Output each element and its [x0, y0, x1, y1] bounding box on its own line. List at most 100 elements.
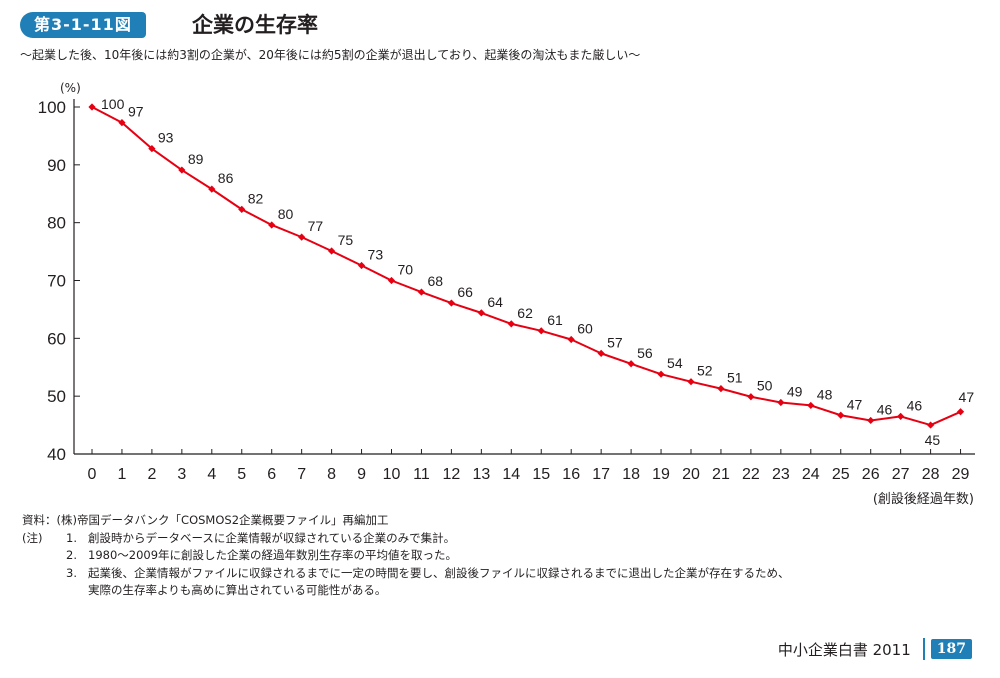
x-tick-label: 19	[652, 466, 670, 483]
data-label: 61	[547, 312, 563, 328]
data-point-marker	[477, 309, 485, 317]
book-title: 中小企業白書 2011	[777, 640, 911, 659]
data-point-marker	[956, 408, 965, 416]
data-point-marker	[927, 421, 935, 429]
x-tick-label: 22	[742, 466, 760, 483]
note-number: 2.	[66, 548, 77, 562]
data-label: 70	[398, 262, 414, 278]
data-point-marker	[747, 393, 755, 401]
data-label: 89	[188, 151, 204, 167]
data-label: 68	[427, 273, 443, 289]
data-point-marker	[837, 411, 845, 419]
data-label: 47	[847, 396, 863, 412]
note-row-2: 2. 1980～2009年に創設した企業の経過年数別生存率の平均値を取った。	[22, 547, 790, 565]
x-tick-label: 20	[682, 466, 700, 483]
y-tick-label: 70	[47, 272, 66, 291]
note-row-3: 3. 起業後、企業情報がファイルに収録されるまでに一定の時間を要し、創設後ファイ…	[22, 565, 790, 583]
data-point-marker	[208, 185, 216, 193]
data-label: 51	[727, 370, 743, 386]
data-label: 48	[817, 386, 833, 402]
data-point-marker	[897, 412, 905, 421]
data-point-marker	[328, 247, 336, 255]
x-tick-label: 21	[712, 466, 730, 483]
x-tick-label: 9	[357, 466, 366, 483]
data-point-marker	[867, 416, 875, 425]
y-tick-label: 90	[47, 156, 66, 175]
source-note: 資料： (株)帝国データバンク「COSMOS2企業概要ファイル」再編加工	[22, 512, 790, 530]
x-tick-label: 7	[297, 466, 306, 483]
y-tick-label: 80	[47, 214, 66, 233]
data-point-marker	[447, 299, 455, 307]
footer-divider	[922, 638, 925, 660]
data-label: 54	[667, 355, 683, 371]
x-tick-label: 8	[327, 466, 336, 483]
figure-title: 企業の生存率	[192, 13, 318, 37]
data-label: 100	[101, 96, 125, 112]
note-text: 1980～2009年に創設した企業の経過年数別生存率の平均値を取った。	[88, 548, 458, 562]
x-axis-title: (創設後経過年数)	[873, 491, 974, 507]
page-footer: 中小企業白書 2011 187	[778, 638, 972, 660]
data-point-marker	[627, 360, 635, 368]
x-tick-label: 24	[802, 466, 820, 483]
data-label: 82	[248, 190, 264, 206]
data-label: 97	[128, 104, 144, 120]
data-label: 60	[577, 320, 593, 336]
x-tick-label: 6	[267, 466, 276, 483]
note-text: 起業後、企業情報がファイルに収録されるまでに一定の時間を要し、創設後ファイルに収…	[88, 565, 790, 580]
data-point-marker	[268, 221, 276, 229]
data-label: 49	[787, 384, 803, 400]
figure-number-badge: 第3-1-11図	[20, 12, 146, 38]
x-tick-label: 28	[922, 466, 940, 483]
note-label: (注)	[22, 530, 43, 545]
x-tick-label: 4	[207, 466, 216, 483]
data-point-marker	[657, 370, 665, 378]
data-point-marker	[357, 261, 366, 270]
y-tick-label: 60	[47, 329, 66, 348]
note-row-4: 実際の生存率よりも高めに算出されている可能性がある。	[22, 582, 790, 600]
data-label: 80	[278, 206, 294, 222]
x-tick-label: 29	[952, 466, 970, 483]
data-point-marker	[777, 398, 785, 407]
x-tick-label: 18	[622, 466, 640, 483]
x-tick-label: 27	[892, 466, 910, 483]
data-label: 86	[218, 170, 234, 186]
x-tick-label: 25	[832, 466, 850, 483]
data-point-marker	[807, 401, 815, 410]
x-tick-label: 10	[383, 466, 401, 483]
y-tick-label: 50	[47, 387, 66, 406]
figure-subtitle: ～起業した後、10年後には約3割の企業が、20年後には約5割の企業が退出しており…	[20, 48, 641, 62]
data-point-marker	[88, 103, 96, 111]
data-point-marker	[417, 288, 426, 296]
data-label: 66	[457, 284, 473, 300]
data-point-marker	[537, 327, 545, 335]
data-point-marker	[118, 119, 126, 127]
x-tick-label: 3	[177, 466, 186, 483]
data-label: 46	[907, 397, 923, 413]
survival-rate-line	[91, 106, 961, 427]
page-number: 187	[930, 639, 972, 659]
data-label: 75	[338, 232, 354, 248]
note-number	[66, 582, 88, 600]
data-label: 57	[607, 334, 623, 350]
data-point-marker	[238, 205, 246, 213]
data-label: 64	[487, 294, 503, 310]
y-axis-unit-label: (%)	[60, 81, 81, 95]
notes-block: 資料： (株)帝国データバンク「COSMOS2企業概要ファイル」再編加工 (注)…	[22, 512, 790, 600]
data-point-marker	[178, 166, 186, 174]
x-tick-label: 0	[88, 466, 97, 483]
data-label: 73	[368, 246, 384, 262]
x-tick-label: 5	[237, 466, 246, 483]
data-label: 50	[757, 378, 773, 394]
x-tick-label: 15	[532, 466, 550, 483]
data-point-marker	[687, 378, 695, 386]
data-label: 46	[877, 401, 893, 417]
note-text: 創設時からデータベースに企業情報が収録されている企業のみで集計。	[88, 530, 456, 545]
x-tick-label: 2	[147, 466, 156, 483]
note-text: 実際の生存率よりも高めに算出されている可能性がある。	[88, 583, 387, 597]
y-tick-label: 100	[38, 98, 66, 117]
note-number: 3.	[66, 565, 77, 580]
x-tick-label: 1	[117, 466, 126, 483]
data-label: 52	[697, 363, 713, 379]
data-label: 47	[959, 389, 975, 405]
